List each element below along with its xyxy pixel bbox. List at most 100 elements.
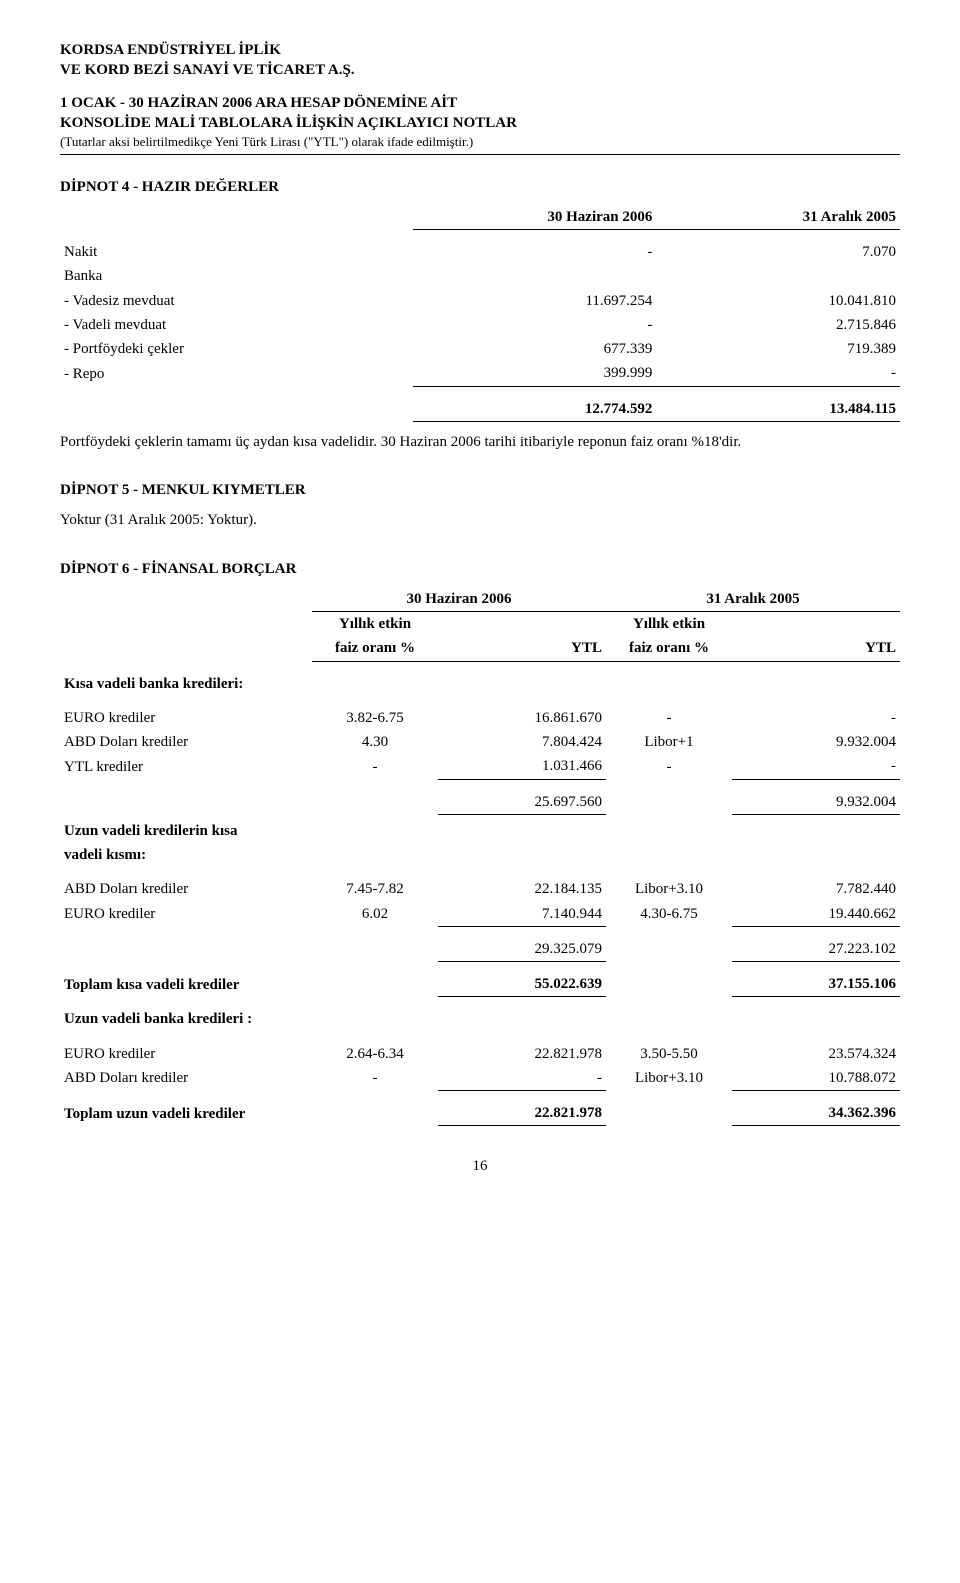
row-amount: 22.184.135 [438, 877, 606, 901]
dipnot6-period2: 31 Aralık 2005 [606, 587, 900, 612]
row-label: EURO krediler [60, 1042, 312, 1066]
row-value: 677.339 [413, 337, 657, 361]
kisa-title: Kısa vadeli banka kredileri: [60, 672, 900, 696]
subheader: Yıllık etkin [606, 612, 732, 637]
row-rate: - [606, 706, 732, 730]
total-row: Toplam uzun vadeli krediler 22.821.978 3… [60, 1101, 900, 1126]
subtotal-value: 29.325.079 [438, 937, 606, 962]
row-value: - [413, 313, 657, 337]
table-row: EURO krediler 3.82-6.75 16.861.670 - - [60, 706, 900, 730]
row-value: 7.070 [656, 240, 900, 264]
table-row: - Vadesiz mevduat 11.697.254 10.041.810 [60, 289, 900, 313]
row-amount: - [732, 754, 900, 779]
subtotal-value: 27.223.102 [732, 937, 900, 962]
uzun-kisa-title1: Uzun vadeli kredilerin kısa [60, 814, 900, 843]
row-amount: 23.574.324 [732, 1042, 900, 1066]
subtotal-value: 9.932.004 [732, 790, 900, 815]
page-number: 16 [60, 1156, 900, 1176]
row-label: Nakit [60, 240, 413, 264]
dipnot6-table: 30 Haziran 2006 31 Aralık 2005 Yıllık et… [60, 587, 900, 1127]
table-row: Nakit - 7.070 [60, 240, 900, 264]
table-row: ABD Doları krediler - - Libor+3.10 10.78… [60, 1066, 900, 1091]
dipnot4-table: 30 Haziran 2006 31 Aralık 2005 Nakit - 7… [60, 205, 900, 422]
row-amount: 7.782.440 [732, 877, 900, 901]
dipnot6-title: DİPNOT 6 - FİNANSAL BORÇLAR [60, 559, 900, 579]
row-amount: 19.440.662 [732, 902, 900, 927]
table-row: - Vadeli mevduat - 2.715.846 [60, 313, 900, 337]
dipnot4-title: DİPNOT 4 - HAZIR DEĞERLER [60, 177, 900, 197]
row-rate: - [312, 754, 438, 779]
total-value: 55.022.639 [438, 972, 606, 997]
row-rate: - [606, 754, 732, 779]
total-label: Toplam uzun vadeli krediler [60, 1101, 312, 1126]
row-label: ABD Doları krediler [60, 730, 312, 754]
dipnot4-col2: 31 Aralık 2005 [656, 205, 900, 230]
row-value [413, 264, 657, 288]
total-value: 13.484.115 [656, 397, 900, 422]
row-value: 719.389 [656, 337, 900, 361]
table-row: EURO krediler 6.02 7.140.944 4.30-6.75 1… [60, 902, 900, 927]
total-label: Toplam kısa vadeli krediler [60, 972, 312, 997]
table-row: Banka [60, 264, 900, 288]
total-value: 37.155.106 [732, 972, 900, 997]
row-value: 399.999 [413, 361, 657, 386]
row-rate: Libor+1 [606, 730, 732, 754]
dipnot5-title: DİPNOT 5 - MENKUL KIYMETLER [60, 480, 900, 500]
uzun-title: Uzun vadeli banka kredileri : [60, 1007, 900, 1031]
table-row: - Portföydeki çekler 677.339 719.389 [60, 337, 900, 361]
row-value: - [656, 361, 900, 386]
header-line-3: 1 OCAK - 30 HAZİRAN 2006 ARA HESAP DÖNEM… [60, 93, 900, 113]
table-row: - Repo 399.999 - [60, 361, 900, 386]
subheader: faiz oranı % [606, 636, 732, 661]
table-row: YTL krediler - 1.031.466 - - [60, 754, 900, 779]
row-rate: 4.30-6.75 [606, 902, 732, 927]
row-amount: - [732, 706, 900, 730]
subtotal-value: 25.697.560 [438, 790, 606, 815]
row-rate: Libor+3.10 [606, 1066, 732, 1091]
row-amount: 22.821.978 [438, 1042, 606, 1066]
row-value: 10.041.810 [656, 289, 900, 313]
total-value: 34.362.396 [732, 1101, 900, 1126]
row-value [656, 264, 900, 288]
row-label: - Repo [60, 361, 413, 386]
total-value: 22.821.978 [438, 1101, 606, 1126]
ytl-header: YTL [732, 636, 900, 661]
row-value: 2.715.846 [656, 313, 900, 337]
row-label: ABD Doları krediler [60, 1066, 312, 1091]
row-label: EURO krediler [60, 706, 312, 730]
row-amount: 10.788.072 [732, 1066, 900, 1091]
dipnot4-note: Portföydeki çeklerin tamamı üç aydan kıs… [60, 432, 900, 452]
subheader: Yıllık etkin [312, 612, 438, 637]
total-value: 12.774.592 [413, 397, 657, 422]
row-value: - [413, 240, 657, 264]
header-line-5: (Tutarlar aksi belirtilmedikçe Yeni Türk… [60, 133, 900, 155]
row-label: - Vadeli mevduat [60, 313, 413, 337]
header-line-4: KONSOLİDE MALİ TABLOLARA İLİŞKİN AÇIKLAY… [60, 113, 900, 133]
subheader: faiz oranı % [312, 636, 438, 661]
row-rate: Libor+3.10 [606, 877, 732, 901]
table-total-row: 12.774.592 13.484.115 [60, 397, 900, 422]
row-label: EURO krediler [60, 902, 312, 927]
header-line-1: KORDSA ENDÜSTRİYEL İPLİK [60, 40, 900, 60]
row-amount: 1.031.466 [438, 754, 606, 779]
uzun-kisa-title2: vadeli kısmı: [60, 843, 900, 867]
table-row: ABD Doları krediler 4.30 7.804.424 Libor… [60, 730, 900, 754]
row-label: YTL krediler [60, 754, 312, 779]
row-rate: - [312, 1066, 438, 1091]
row-value: 11.697.254 [413, 289, 657, 313]
row-rate: 4.30 [312, 730, 438, 754]
header-line-2: VE KORD BEZİ SANAYİ VE TİCARET A.Ş. [60, 60, 900, 80]
subtotal-row: 29.325.079 27.223.102 [60, 937, 900, 962]
document-header: KORDSA ENDÜSTRİYEL İPLİK VE KORD BEZİ SA… [60, 40, 900, 155]
row-label: ABD Doları krediler [60, 877, 312, 901]
row-rate: 6.02 [312, 902, 438, 927]
table-row: EURO krediler 2.64-6.34 22.821.978 3.50-… [60, 1042, 900, 1066]
row-amount: 9.932.004 [732, 730, 900, 754]
subtotal-row: 25.697.560 9.932.004 [60, 790, 900, 815]
ytl-header: YTL [438, 636, 606, 661]
row-label: Banka [60, 264, 413, 288]
row-rate: 3.50-5.50 [606, 1042, 732, 1066]
row-rate: 3.82-6.75 [312, 706, 438, 730]
total-row: Toplam kısa vadeli krediler 55.022.639 3… [60, 972, 900, 997]
row-label: - Portföydeki çekler [60, 337, 413, 361]
